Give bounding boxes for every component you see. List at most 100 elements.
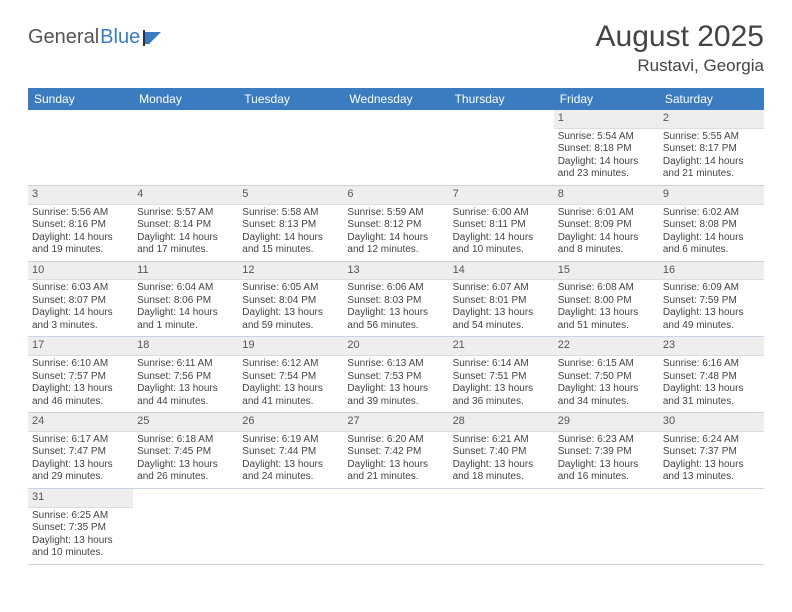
day-number: 4 [133,186,238,205]
daylight-text: Daylight: 13 hours and 41 minutes. [242,383,339,408]
sunset-text: Sunset: 7:54 PM [242,371,339,384]
daylight-text: Daylight: 13 hours and 39 minutes. [347,383,444,408]
day-details: Sunrise: 6:17 AMSunset: 7:47 PMDaylight:… [28,432,133,488]
month-title: August 2025 [596,20,764,54]
day-number: 15 [554,262,659,281]
sunrise-text: Sunrise: 6:12 AM [242,358,339,371]
day-number: 24 [28,413,133,432]
day-details: Sunrise: 6:05 AMSunset: 8:04 PMDaylight:… [238,280,343,336]
daylight-text: Daylight: 13 hours and 51 minutes. [558,307,655,332]
day-number: 16 [659,262,764,281]
sunrise-text: Sunrise: 5:56 AM [32,207,129,220]
weekday-header-row: SundayMondayTuesdayWednesdayThursdayFrid… [28,88,764,110]
sunset-text: Sunset: 8:14 PM [137,219,234,232]
calendar-cell: 21Sunrise: 6:14 AMSunset: 7:51 PMDayligh… [449,337,554,413]
calendar-cell: 26Sunrise: 6:19 AMSunset: 7:44 PMDayligh… [238,413,343,489]
sunset-text: Sunset: 7:47 PM [32,446,129,459]
calendar-cell: 2Sunrise: 5:55 AMSunset: 8:17 PMDaylight… [659,110,764,185]
calendar-cell [554,488,659,564]
day-details: Sunrise: 6:12 AMSunset: 7:54 PMDaylight:… [238,356,343,412]
calendar-cell: 15Sunrise: 6:08 AMSunset: 8:00 PMDayligh… [554,261,659,337]
calendar-cell: 16Sunrise: 6:09 AMSunset: 7:59 PMDayligh… [659,261,764,337]
calendar-cell: 12Sunrise: 6:05 AMSunset: 8:04 PMDayligh… [238,261,343,337]
logo-text-1: General [28,26,99,49]
day-number: 27 [343,413,448,432]
sunrise-text: Sunrise: 6:02 AM [663,207,760,220]
sunrise-text: Sunrise: 6:00 AM [453,207,550,220]
sunset-text: Sunset: 7:39 PM [558,446,655,459]
calendar-cell: 23Sunrise: 6:16 AMSunset: 7:48 PMDayligh… [659,337,764,413]
logo-flag-icon [143,30,165,46]
sunset-text: Sunset: 8:03 PM [347,295,444,308]
calendar-cell: 28Sunrise: 6:21 AMSunset: 7:40 PMDayligh… [449,413,554,489]
sunrise-text: Sunrise: 6:18 AM [137,434,234,447]
day-details: Sunrise: 6:02 AMSunset: 8:08 PMDaylight:… [659,205,764,261]
daylight-text: Daylight: 13 hours and 56 minutes. [347,307,444,332]
daylight-text: Daylight: 14 hours and 6 minutes. [663,232,760,257]
day-details: Sunrise: 6:08 AMSunset: 8:00 PMDaylight:… [554,280,659,336]
sunset-text: Sunset: 7:37 PM [663,446,760,459]
day-details: Sunrise: 6:04 AMSunset: 8:06 PMDaylight:… [133,280,238,336]
day-number: 21 [449,337,554,356]
calendar-cell: 17Sunrise: 6:10 AMSunset: 7:57 PMDayligh… [28,337,133,413]
day-details: Sunrise: 6:09 AMSunset: 7:59 PMDaylight:… [659,280,764,336]
calendar-cell: 25 Sunrise: 6:18 AMSunset: 7:45 PMDayligh… [133,413,238,489]
weekday-header: Monday [133,88,238,110]
daylight-text: Daylight: 13 hours and 36 minutes. [453,383,550,408]
sunset-text: Sunset: 8:01 PM [453,295,550,308]
daylight-text: Daylight: 13 hours and 29 minutes. [32,459,129,484]
weekday-header: Friday [554,88,659,110]
calendar-cell: 14Sunrise: 6:07 AMSunset: 8:01 PMDayligh… [449,261,554,337]
day-details: Sunrise: 6:23 AMSunset: 7:39 PMDaylight:… [554,432,659,488]
day-number: 30 [659,413,764,432]
day-number: 26 [238,413,343,432]
daylight-text: Daylight: 13 hours and 13 minutes. [663,459,760,484]
daylight-text: Daylight: 14 hours and 23 minutes. [558,156,655,181]
day-number: 23 [659,337,764,356]
sunrise-text: Sunrise: 6:07 AM [453,282,550,295]
calendar-cell: 20Sunrise: 6:13 AMSunset: 7:53 PMDayligh… [343,337,448,413]
day-details: Sunrise: 5:59 AMSunset: 8:12 PMDaylight:… [343,205,448,261]
day-number: 31 [28,489,133,508]
sunset-text: Sunset: 8:06 PM [137,295,234,308]
calendar-cell: 30 Sunrise: 6:24 AMSunset: 7:37 PMDayligh… [659,413,764,489]
day-number: 7 [449,186,554,205]
calendar-week-row: 31Sunrise: 6:25 AMSunset: 7:35 PMDayligh… [28,488,764,564]
calendar-cell: 1Sunrise: 5:54 AMSunset: 8:18 PMDaylight… [554,110,659,185]
day-details: Sunrise: 5:54 AMSunset: 8:18 PMDaylight:… [554,129,659,185]
day-details: Sunrise: 6:14 AMSunset: 7:51 PMDaylight:… [449,356,554,412]
sunset-text: Sunset: 8:12 PM [347,219,444,232]
calendar-cell: 5Sunrise: 5:58 AMSunset: 8:13 PMDaylight… [238,185,343,261]
calendar-cell [659,488,764,564]
calendar-cell: 18Sunrise: 6:11 AMSunset: 7:56 PMDayligh… [133,337,238,413]
location-title: Rustavi, Georgia [596,56,764,76]
daylight-text: Daylight: 14 hours and 12 minutes. [347,232,444,257]
calendar-cell [343,110,448,185]
sunrise-text: Sunrise: 5:58 AM [242,207,339,220]
sunset-text: Sunset: 7:48 PM [663,371,760,384]
sunrise-text: Sunrise: 6:10 AM [32,358,129,371]
sunset-text: Sunset: 7:45 PM [137,446,234,459]
sunrise-text: Sunrise: 6:01 AM [558,207,655,220]
sunset-text: Sunset: 7:44 PM [242,446,339,459]
calendar-cell [133,488,238,564]
day-details: Sunrise: 6:10 AMSunset: 7:57 PMDaylight:… [28,356,133,412]
calendar-cell: 7Sunrise: 6:00 AMSunset: 8:11 PMDaylight… [449,185,554,261]
title-block: August 2025 Rustavi, Georgia [596,20,764,76]
weekday-header: Thursday [449,88,554,110]
sunset-text: Sunset: 7:40 PM [453,446,550,459]
calendar-week-row: 3Sunrise: 5:56 AMSunset: 8:16 PMDaylight… [28,185,764,261]
calendar-cell [449,110,554,185]
day-details: Sunrise: 5:58 AMSunset: 8:13 PMDaylight:… [238,205,343,261]
day-details: Sunrise: 6:16 AMSunset: 7:48 PMDaylight:… [659,356,764,412]
daylight-text: Daylight: 14 hours and 1 minute. [137,307,234,332]
calendar-cell [238,110,343,185]
daylight-text: Daylight: 13 hours and 26 minutes. [137,459,234,484]
sunrise-text: Sunrise: 6:13 AM [347,358,444,371]
day-details: Sunrise: 6:07 AMSunset: 8:01 PMDaylight:… [449,280,554,336]
sunrise-text: Sunrise: 6:08 AM [558,282,655,295]
daylight-text: Daylight: 13 hours and 16 minutes. [558,459,655,484]
header: GeneralBlue August 2025 Rustavi, Georgia [28,20,764,76]
day-number: 25 [133,413,238,432]
sunrise-text: Sunrise: 6:24 AM [663,434,760,447]
